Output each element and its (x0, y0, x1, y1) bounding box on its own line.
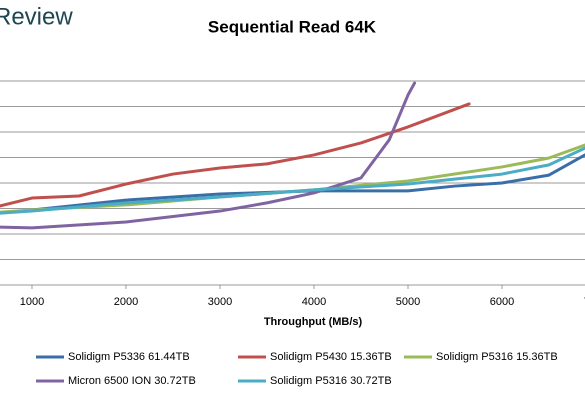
x-tick-label: 6000 (490, 296, 514, 308)
legend-label: Solidigm P5430 15.36TB (270, 351, 392, 363)
legend-label: Solidigm P5316 30.72TB (270, 375, 392, 387)
x-axis-label: Throughput (MB/s) (264, 316, 363, 328)
x-tick-label: 3000 (208, 296, 232, 308)
x-tick-label: 4000 (302, 296, 326, 308)
x-tick-label: 7000 (584, 296, 585, 308)
series-line (0, 102, 471, 208)
series-line (0, 143, 585, 214)
legend-label: Micron 6500 ION 30.72TB (68, 375, 196, 387)
series-line (0, 146, 585, 215)
logo: Review (0, 3, 73, 30)
x-tick-label: 5000 (396, 296, 420, 308)
chart-title: Sequential Read 64K (208, 17, 377, 36)
x-tick-label: 1000 (20, 296, 44, 308)
series-line (0, 81, 417, 230)
series-line (0, 153, 585, 215)
x-tick-label: 2000 (114, 296, 138, 308)
legend-label: Solidigm P5336 61.44TB (68, 351, 190, 363)
legend-label: Solidigm P5316 15.36TB (436, 351, 558, 363)
